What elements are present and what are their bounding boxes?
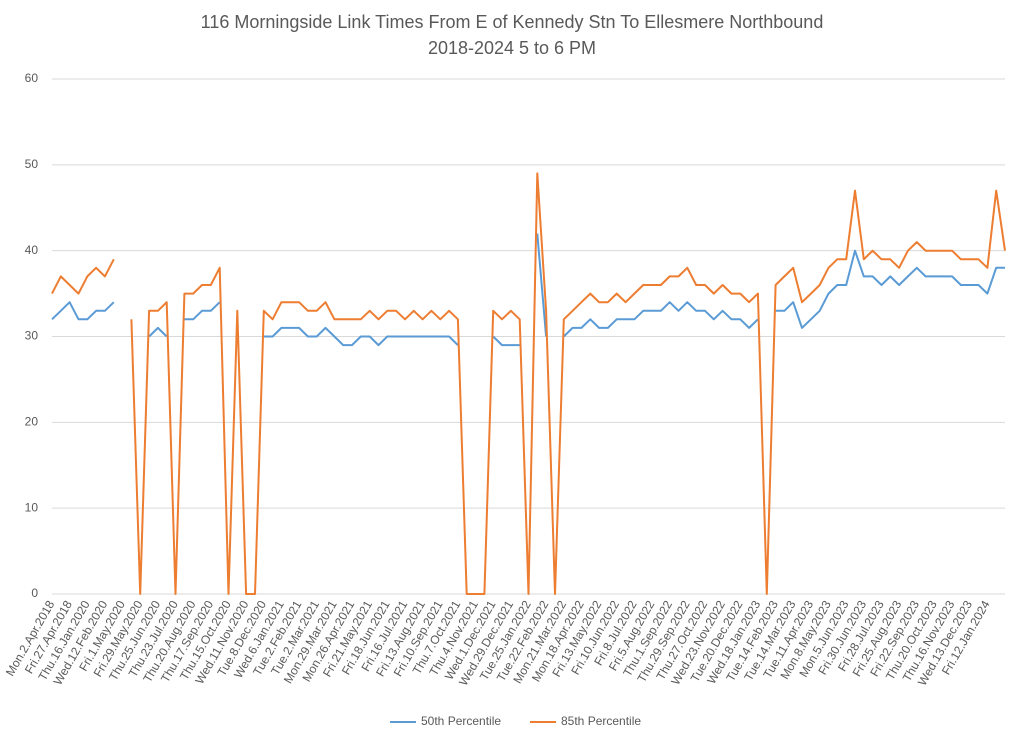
legend-label: 85th Percentile [561,714,641,728]
chart-subtitle: 2018-2024 5 to 6 PM [428,38,596,58]
y-tick-label: 10 [25,500,39,514]
y-tick-label: 50 [25,157,39,171]
y-tick-label: 60 [25,71,39,85]
y-tick-label: 0 [31,586,38,600]
series-line [51,233,1005,347]
legend-label: 50th Percentile [421,714,501,728]
series-line [51,172,1006,595]
y-tick-label: 40 [25,243,39,257]
y-tick-label: 30 [25,329,39,343]
chart-title: 116 Morningside Link Times From E of Ken… [201,12,824,32]
y-tick-label: 20 [25,415,39,429]
